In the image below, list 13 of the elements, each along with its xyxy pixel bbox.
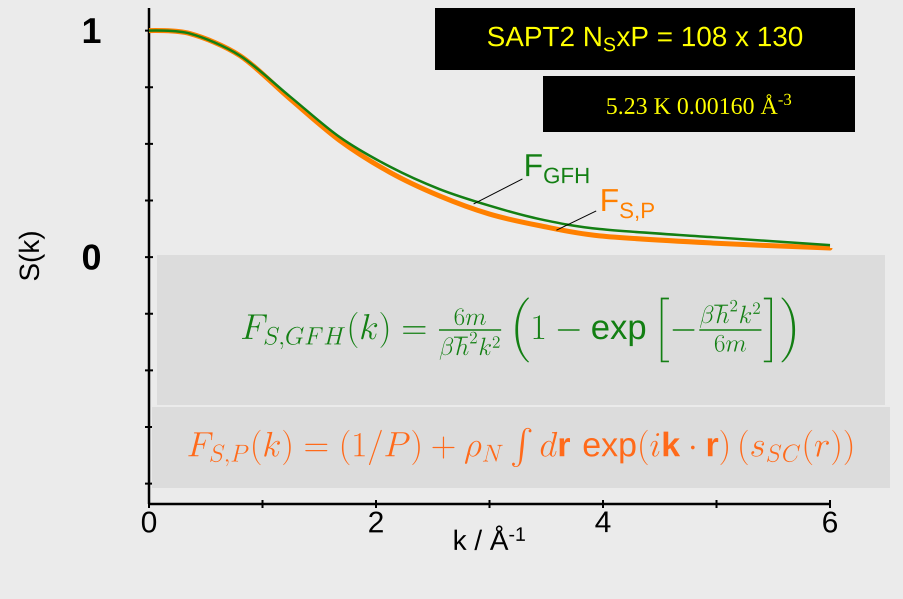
annotation: SAPT2 N$_{S}$xP = 108 x 130 (488, 26, 802, 52)
series-label: F$_{S,P}$ (602, 189, 654, 221)
x-tick-label: 4 (595, 512, 610, 532)
annotation: 5.23 K 0.00160 Å$^{-3}$ (607, 94, 792, 114)
x-tick-label: 2 (369, 512, 383, 532)
y-axis-title: S(k) (18, 232, 45, 280)
x-tick-label: 6 (823, 512, 838, 533)
series-label: F$_{GFH}$ (526, 154, 588, 184)
annotation: $F_{S,GFH}(k) = \frac{6m}{\beta\hbar^2k^2}\left(1-\exp\left[-\frac{\beta\hbar^2k^2}{6m}\right]\right)$ (242, 298, 796, 362)
x-tick-label: 0 (142, 512, 156, 533)
annotation: $F_{S,P}(k)=(1/P)+\rho_N\int d\mathbf{r}\,\exp(i\mathbf{k}\cdot\mathbf{r})\,(s_{SC}(r))$ (188, 428, 852, 468)
y-tick-label: 1 (84, 18, 100, 43)
x-axis-title: k / Å$^{-1}$ (454, 526, 525, 550)
